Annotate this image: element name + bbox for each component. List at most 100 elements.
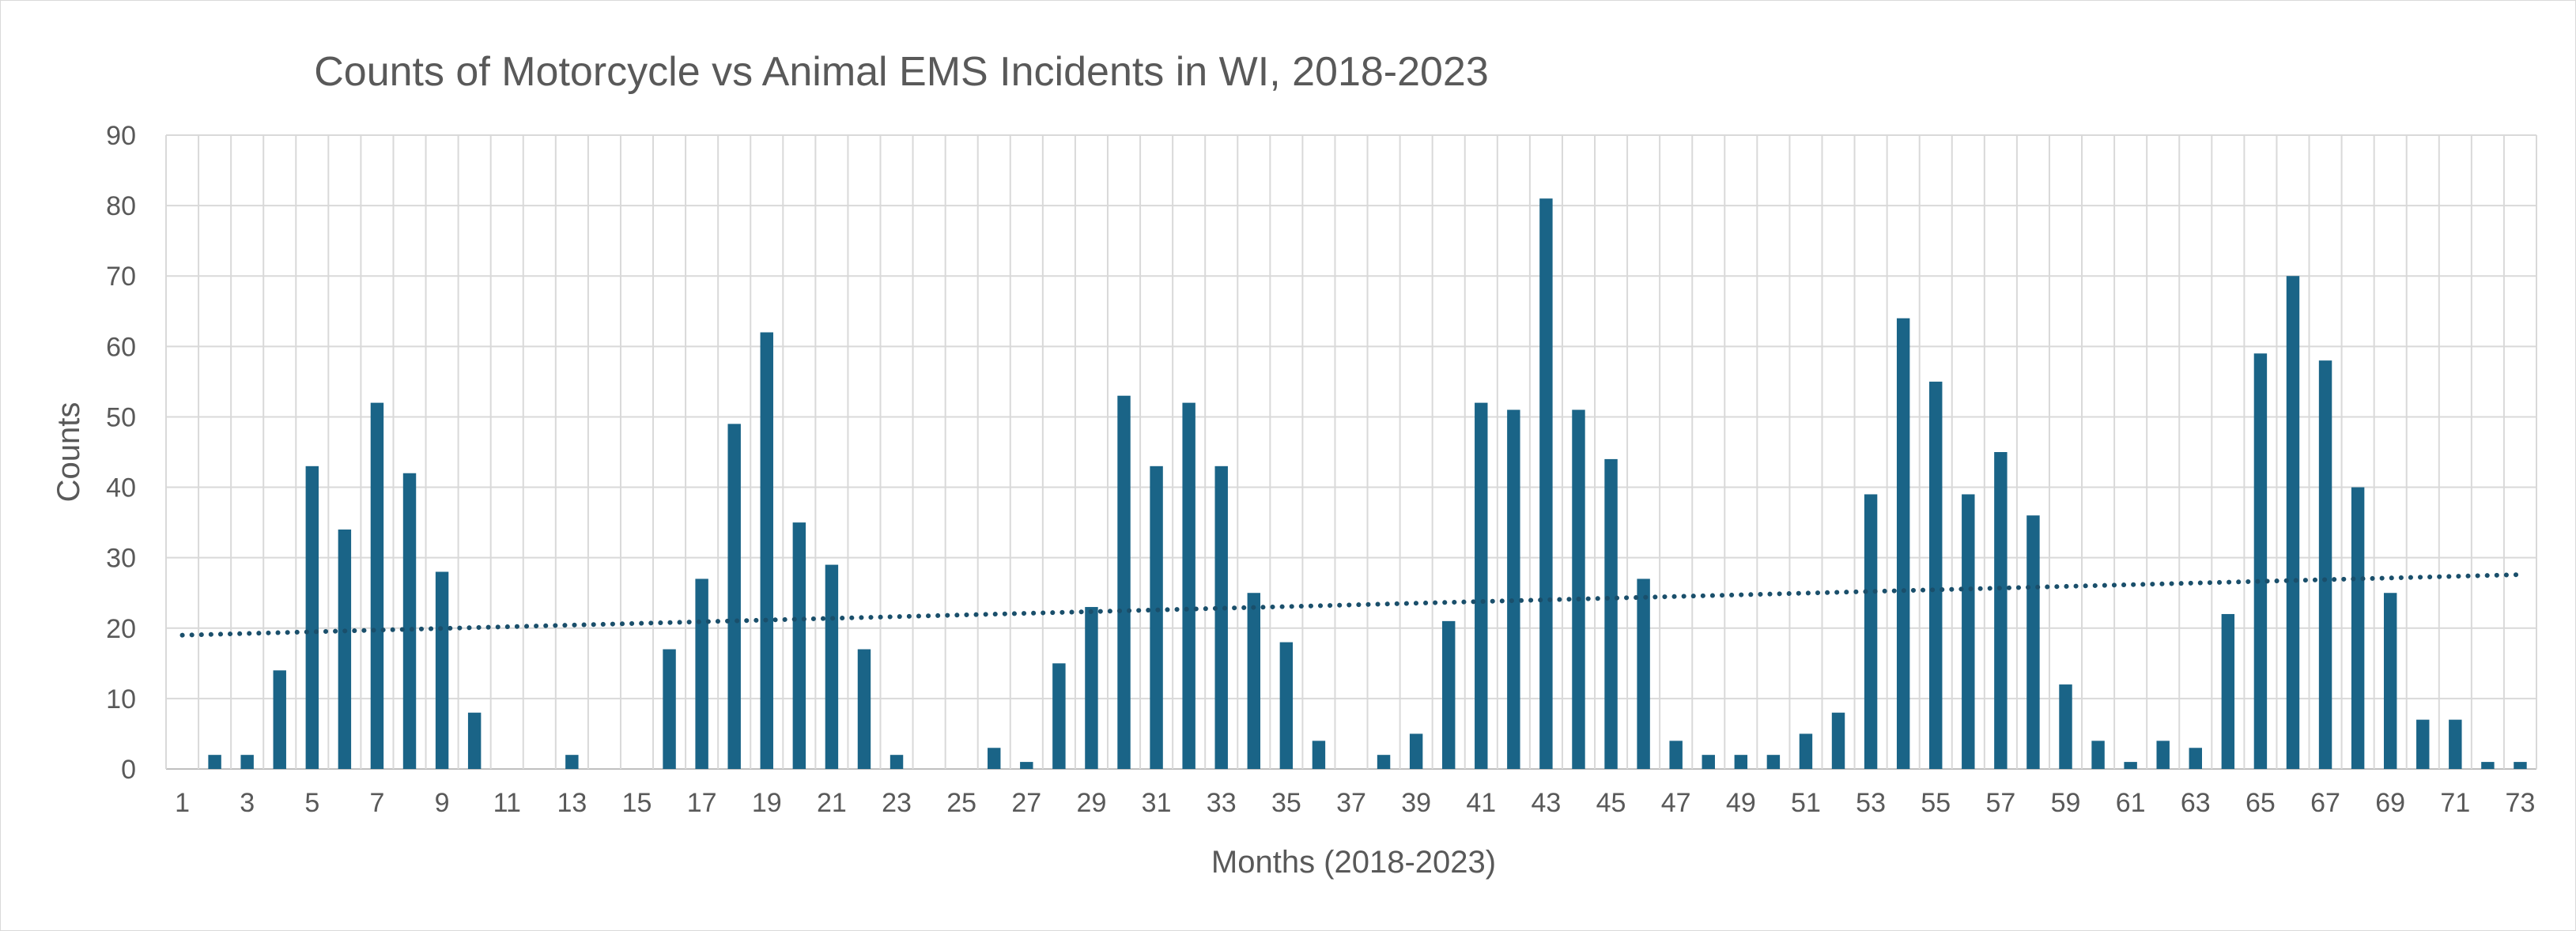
- bar-month-7: [370, 402, 384, 769]
- x-tick-label: 35: [1271, 788, 1301, 818]
- y-tick-label: 70: [106, 262, 136, 292]
- y-tick-label: 80: [106, 191, 136, 221]
- bar-month-34: [1247, 593, 1261, 769]
- x-tick-label: 63: [2181, 788, 2211, 818]
- y-tick-label: 40: [106, 473, 136, 503]
- bar-month-19: [760, 332, 773, 769]
- bar-month-41: [1475, 402, 1488, 769]
- bar-month-49: [1734, 755, 1748, 769]
- bar-series: [208, 198, 2527, 770]
- x-tick-label: 13: [557, 788, 587, 818]
- x-tick-label: 31: [1142, 788, 1172, 818]
- bar-month-53: [1864, 494, 1878, 769]
- bar-month-28: [1052, 663, 1066, 769]
- bar-month-43: [1539, 198, 1553, 769]
- x-tick-label: 3: [240, 788, 255, 818]
- bar-month-22: [857, 649, 871, 769]
- bar-month-32: [1182, 402, 1195, 769]
- x-tick-label: 11: [493, 788, 521, 818]
- bar-month-9: [435, 571, 449, 769]
- bar-month-69: [2383, 593, 2397, 769]
- bar-month-54: [1896, 318, 1910, 769]
- bar-month-45: [1604, 458, 1618, 769]
- bar-month-48: [1702, 755, 1715, 769]
- x-tick-label: 19: [752, 788, 782, 818]
- bar-month-63: [2189, 748, 2202, 769]
- x-tick-label: 65: [2246, 788, 2276, 818]
- bar-month-55: [1929, 381, 1943, 769]
- x-axis-label: Months (2018-2023): [1211, 845, 1496, 880]
- y-tick-label: 60: [106, 332, 136, 362]
- bar-month-10: [467, 712, 482, 769]
- bar-month-2: [208, 755, 221, 769]
- x-tick-label: 1: [175, 788, 190, 818]
- x-tick-label: 39: [1401, 788, 1431, 818]
- bar-month-13: [565, 755, 579, 769]
- y-axis-label: Counts: [51, 402, 86, 503]
- bar-month-61: [2124, 762, 2137, 769]
- bar-month-27: [1020, 762, 1033, 769]
- bar-month-39: [1409, 733, 1423, 769]
- y-tick-label: 20: [106, 614, 136, 644]
- x-tick-label: 71: [2440, 788, 2470, 818]
- x-tick-label: 43: [1531, 788, 1561, 818]
- x-tick-label: 51: [1791, 788, 1821, 818]
- bar-month-40: [1441, 620, 1456, 769]
- x-tick-label: 61: [2116, 788, 2146, 818]
- bar-month-60: [2091, 741, 2105, 769]
- bar-month-42: [1507, 409, 1520, 769]
- bar-month-18: [727, 424, 741, 769]
- y-axis-ticks: 0 10 20 30 40 50 60 70 80 90: [106, 121, 136, 785]
- bar-month-66: [2286, 276, 2300, 769]
- x-tick-label: 55: [1921, 788, 1951, 818]
- bar-month-23: [890, 755, 904, 769]
- bar-month-20: [792, 522, 806, 769]
- bar-month-65: [2253, 353, 2268, 769]
- x-tick-label: 25: [946, 788, 976, 818]
- x-tick-label: 57: [1985, 788, 2015, 818]
- chart-title: Counts of Motorcycle vs Animal EMS Incid…: [314, 49, 1489, 95]
- bar-month-67: [2318, 360, 2332, 770]
- bar-month-59: [2059, 684, 2072, 769]
- y-tick-label: 30: [106, 544, 136, 574]
- x-tick-label: 5: [304, 788, 319, 818]
- x-tick-label: 73: [2506, 788, 2536, 818]
- bar-month-33: [1214, 466, 1228, 769]
- y-tick-label: 50: [106, 402, 136, 432]
- bar-month-35: [1279, 642, 1294, 769]
- bar-month-56: [1962, 494, 1975, 769]
- x-tick-label: 37: [1336, 788, 1366, 818]
- bar-month-17: [695, 579, 708, 769]
- x-tick-label: 21: [817, 788, 847, 818]
- bar-month-38: [1377, 755, 1391, 769]
- y-tick-label: 10: [106, 684, 136, 714]
- bar-month-73: [2514, 762, 2527, 769]
- bar-month-29: [1085, 607, 1098, 769]
- bar-month-6: [338, 530, 352, 769]
- x-tick-label: 53: [1856, 788, 1886, 818]
- bar-month-71: [2449, 719, 2462, 769]
- x-tick-label: 67: [2310, 788, 2340, 818]
- x-tick-label: 45: [1596, 788, 1626, 818]
- x-tick-label: 7: [369, 788, 384, 818]
- x-tick-label: 15: [622, 788, 652, 818]
- bar-month-47: [1669, 741, 1683, 769]
- bar-month-72: [2481, 762, 2495, 769]
- bar-month-16: [663, 649, 676, 769]
- bar-month-26: [988, 748, 1001, 769]
- x-tick-label: 49: [1726, 788, 1756, 818]
- trendline: [179, 572, 2523, 638]
- bar-month-21: [825, 564, 839, 769]
- bar-month-30: [1117, 395, 1131, 769]
- bar-month-3: [240, 755, 254, 769]
- x-tick-label: 69: [2375, 788, 2405, 818]
- x-tick-label: 47: [1661, 788, 1691, 818]
- x-axis-ticks: 1 3 5 7 9 11 13 15 17 19 21 23 25 27 29 31 33 35 37 39 41 43 4…: [175, 788, 2535, 818]
- bar-month-4: [273, 670, 286, 769]
- bar-month-57: [1994, 452, 2008, 769]
- x-tick-label: 29: [1077, 788, 1107, 818]
- bar-month-52: [1831, 712, 1845, 769]
- bar-month-46: [1637, 579, 1650, 769]
- x-tick-label: 33: [1207, 788, 1237, 818]
